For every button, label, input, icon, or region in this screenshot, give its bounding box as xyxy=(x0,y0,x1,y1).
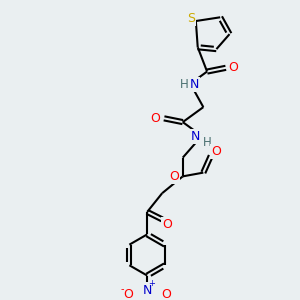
Text: S: S xyxy=(187,12,195,25)
Text: -: - xyxy=(120,284,124,294)
Text: N: N xyxy=(189,78,199,91)
Text: H: H xyxy=(180,78,189,91)
Text: +: + xyxy=(148,280,155,289)
Text: O: O xyxy=(212,145,221,158)
Text: O: O xyxy=(161,288,171,300)
Text: N: N xyxy=(142,284,152,297)
Text: O: O xyxy=(151,112,160,125)
Text: H: H xyxy=(203,136,212,149)
Text: O: O xyxy=(228,61,238,74)
Text: O: O xyxy=(162,218,172,231)
Text: O: O xyxy=(169,170,179,183)
Text: O: O xyxy=(124,288,134,300)
Text: N: N xyxy=(191,130,200,142)
